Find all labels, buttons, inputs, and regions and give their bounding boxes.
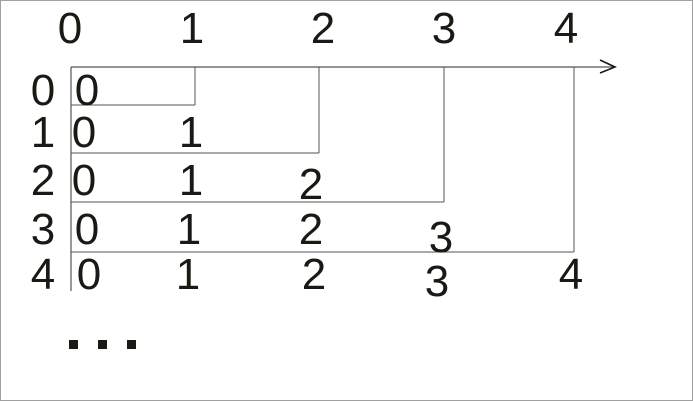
column-label: 3 — [432, 4, 456, 53]
column-label: 1 — [180, 4, 204, 53]
cell-value: 1 — [179, 156, 203, 205]
ellipsis-dot — [127, 340, 136, 349]
cell-value: 4 — [559, 250, 583, 299]
cell-value: 2 — [299, 205, 323, 254]
cell-value: 1 — [177, 205, 201, 254]
column-label: 4 — [554, 4, 578, 53]
cell-value: 0 — [72, 108, 96, 157]
row-label: 2 — [31, 156, 55, 205]
column-label: 2 — [311, 4, 335, 53]
cell-value: 0 — [75, 66, 99, 115]
cell-value: 0 — [77, 250, 101, 299]
cell-value: 3 — [425, 257, 449, 306]
arrow-head-icon — [599, 59, 618, 74]
cell-value: 2 — [302, 250, 326, 299]
ellipsis-dot — [98, 340, 107, 349]
ellipsis-dot — [69, 340, 78, 349]
cell-value: 0 — [72, 156, 96, 205]
column-label: 0 — [58, 4, 82, 53]
row-label: 4 — [31, 250, 55, 299]
cell-value: 1 — [179, 108, 203, 157]
row-label: 3 — [31, 205, 55, 254]
cell-value: 2 — [299, 160, 323, 209]
row-label: 0 — [31, 66, 55, 115]
cell-value: 1 — [176, 250, 200, 299]
cell-value: 3 — [429, 213, 453, 262]
row-label: 1 — [31, 108, 55, 157]
cell-value: 0 — [75, 205, 99, 254]
